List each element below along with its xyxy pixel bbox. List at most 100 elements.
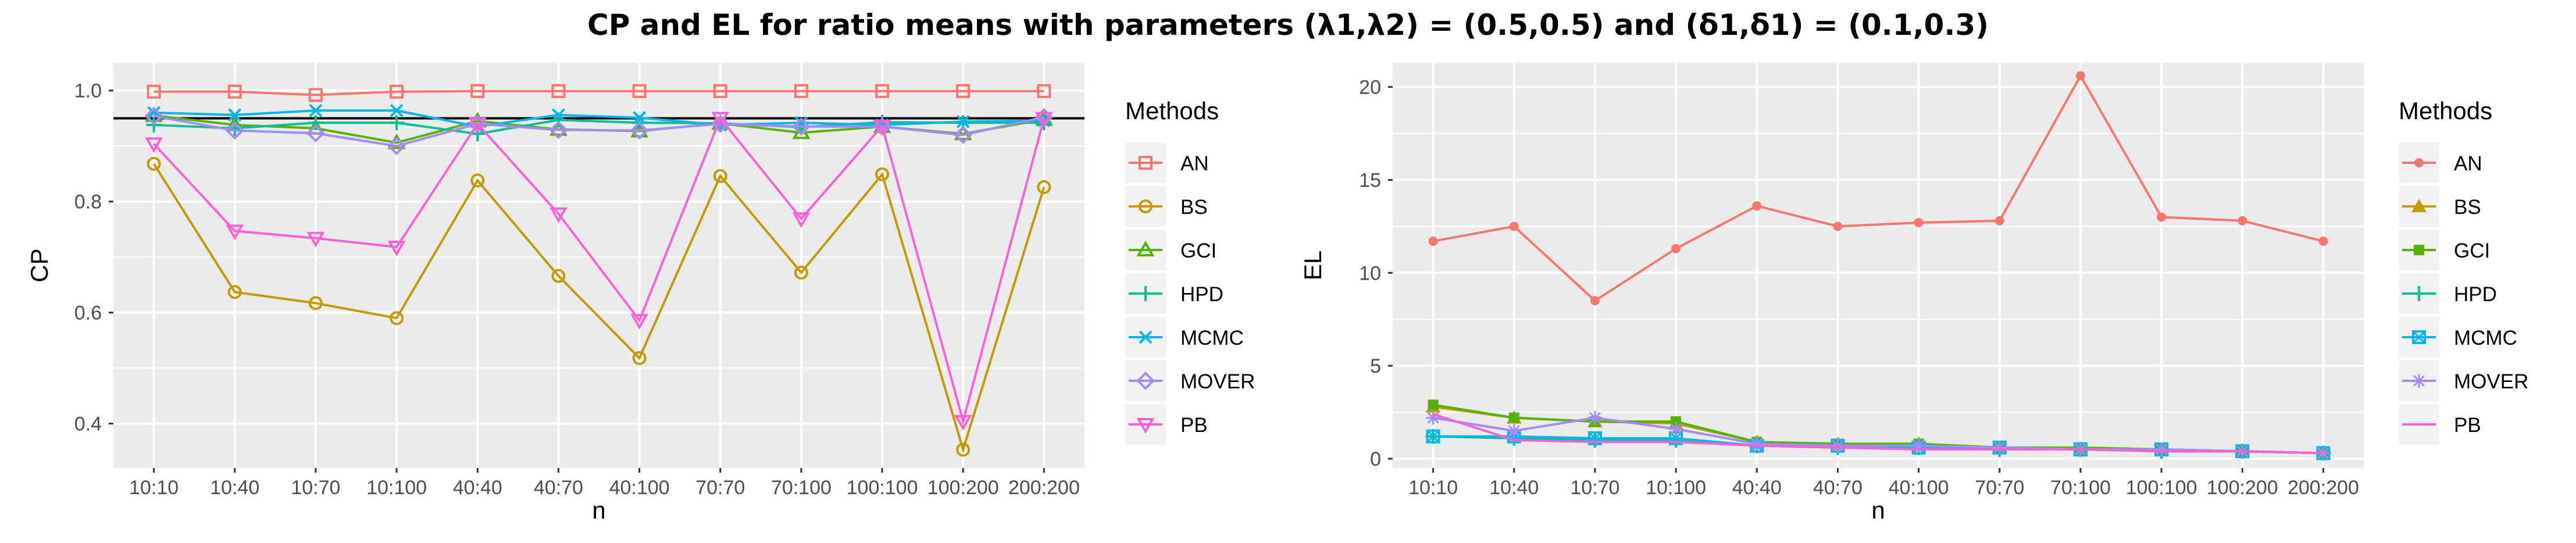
legend-label: AN: [2454, 152, 2482, 175]
data-point-an: [2075, 71, 2085, 81]
data-point-bs: [875, 167, 890, 181]
legend-key-marker: [1139, 199, 1153, 213]
x-tick-label: 10:100: [366, 477, 427, 499]
legend-item-mcmc: MCMC: [2399, 317, 2517, 358]
data-point-pb: [226, 224, 244, 241]
series-pb: [145, 112, 1053, 431]
data-point-pb: [873, 119, 891, 135]
x-tick-label: 10:40: [210, 477, 259, 499]
legend-key-marker: [2411, 286, 2427, 301]
series-line-pb: [1432, 413, 2324, 455]
plot-background: [1393, 63, 2364, 468]
legend-label: MOVER: [1180, 370, 1255, 393]
x-tick-label: 100:100: [847, 477, 918, 499]
data-point-an: [551, 84, 566, 98]
legend-label: PB: [2454, 414, 2481, 437]
data-point-mover: [144, 106, 163, 126]
x-tick-label: 40:100: [1889, 477, 1949, 499]
data-point-gci: [1428, 399, 1439, 410]
data-point-bs: [390, 311, 404, 326]
series-line-hpd: [154, 119, 1044, 135]
legend-item-pb: PB: [1125, 404, 1208, 445]
y-tick-label: 0: [1370, 448, 1381, 470]
y-axis-title: CP: [26, 248, 53, 282]
x-tick-label: 200:200: [1008, 477, 1080, 499]
legend-item-mover: MOVER: [2399, 360, 2528, 401]
data-point-an: [2238, 216, 2247, 226]
data-point-an: [2318, 236, 2328, 246]
data-point-mover: [549, 120, 568, 140]
panel-el: 0 5 10 15 20 10:10 10:40 10:70 10:100 40:40 40:70 4…: [1299, 63, 2528, 524]
legend-key-marker: [2411, 199, 2427, 212]
series-line-bs: [152, 163, 1046, 454]
legend-item-mover: MOVER: [1125, 360, 1255, 401]
x-tick-label: 10:40: [1489, 477, 1539, 499]
legend-label: BS: [1180, 196, 1208, 219]
data-point-mover: [225, 121, 244, 140]
legend-key-marker: [1136, 240, 1155, 256]
data-point-an: [1833, 222, 1843, 231]
data-point-pb: [306, 231, 325, 248]
data-point-an: [1428, 236, 1438, 246]
series-line-mcmc: [154, 109, 1044, 128]
data-point-mover: [1750, 437, 1764, 451]
x-tick-label: 40:40: [453, 477, 502, 499]
data-point-an: [1590, 296, 1600, 306]
series-bs: [147, 156, 1051, 457]
series-mover: [144, 106, 1054, 156]
legend-title: Methods: [1125, 97, 1219, 124]
legend-item-bs: BS: [1125, 186, 1208, 227]
x-axis-title: n: [1871, 496, 1885, 524]
data-point-mover: [1587, 410, 1602, 425]
data-point-an: [1914, 217, 1924, 227]
data-point-pb: [954, 415, 972, 431]
data-point-mover: [1669, 421, 1683, 436]
x-tick-label: 10:70: [291, 477, 340, 499]
data-point-an: [875, 84, 890, 98]
data-point-mover: [1426, 410, 1440, 425]
data-point-bs: [632, 351, 647, 365]
data-point-mover: [1507, 424, 1521, 438]
series-an: [147, 84, 1051, 102]
data-point-an: [1509, 222, 1519, 231]
legend-item-hpd: HPD: [1125, 273, 1223, 314]
x-tick-label: 70:70: [695, 477, 745, 499]
data-point-mover: [954, 126, 973, 144]
data-point-mover: [387, 137, 406, 156]
legend-label: HPD: [1180, 283, 1223, 306]
legend-item-hpd: HPD: [2399, 273, 2497, 314]
legend-key-marker: [1136, 418, 1155, 434]
data-point-pb: [387, 240, 406, 257]
x-tick-label: 100:200: [2207, 477, 2278, 499]
chart-title: CP and EL for ratio means with parameter…: [587, 8, 1989, 42]
data-point-an: [956, 84, 971, 98]
legend-item-gci: GCI: [1125, 230, 1216, 270]
series-line-mover: [154, 115, 1044, 148]
data-point-an: [2157, 212, 2167, 222]
data-point-an: [390, 84, 404, 99]
data-point-an: [470, 84, 485, 98]
data-point-pb: [792, 212, 811, 228]
legend-label: BS: [2454, 196, 2481, 219]
data-point-gci: [1508, 412, 1519, 423]
x-tick-label: 10:10: [129, 477, 179, 499]
panel-cp: 0.4 0.6 0.8 1.0 10:10 10:40 10:70 10:100 40:40 40…: [26, 63, 1255, 524]
legend-key-marker: [2414, 245, 2424, 255]
data-point-bs: [794, 265, 808, 280]
data-point-mover: [1831, 438, 1845, 453]
x-tick-label: 70:70: [1975, 477, 2024, 499]
y-tick-label: 15: [1359, 169, 1381, 191]
y-axis-title: EL: [1299, 251, 1326, 280]
y-tick-label: 0.8: [74, 191, 102, 213]
data-point-mover: [306, 124, 325, 143]
data-point-an: [1995, 216, 2004, 226]
data-point-bs: [227, 285, 242, 299]
x-tick-label: 70:100: [2050, 477, 2111, 499]
data-point-pb: [468, 117, 487, 134]
y-tick-label: 1.0: [74, 80, 102, 102]
data-point-pb: [1034, 112, 1053, 128]
data-point-mover: [630, 121, 649, 140]
legend-key-marker: [1136, 371, 1155, 390]
series-an: [1428, 71, 2328, 306]
